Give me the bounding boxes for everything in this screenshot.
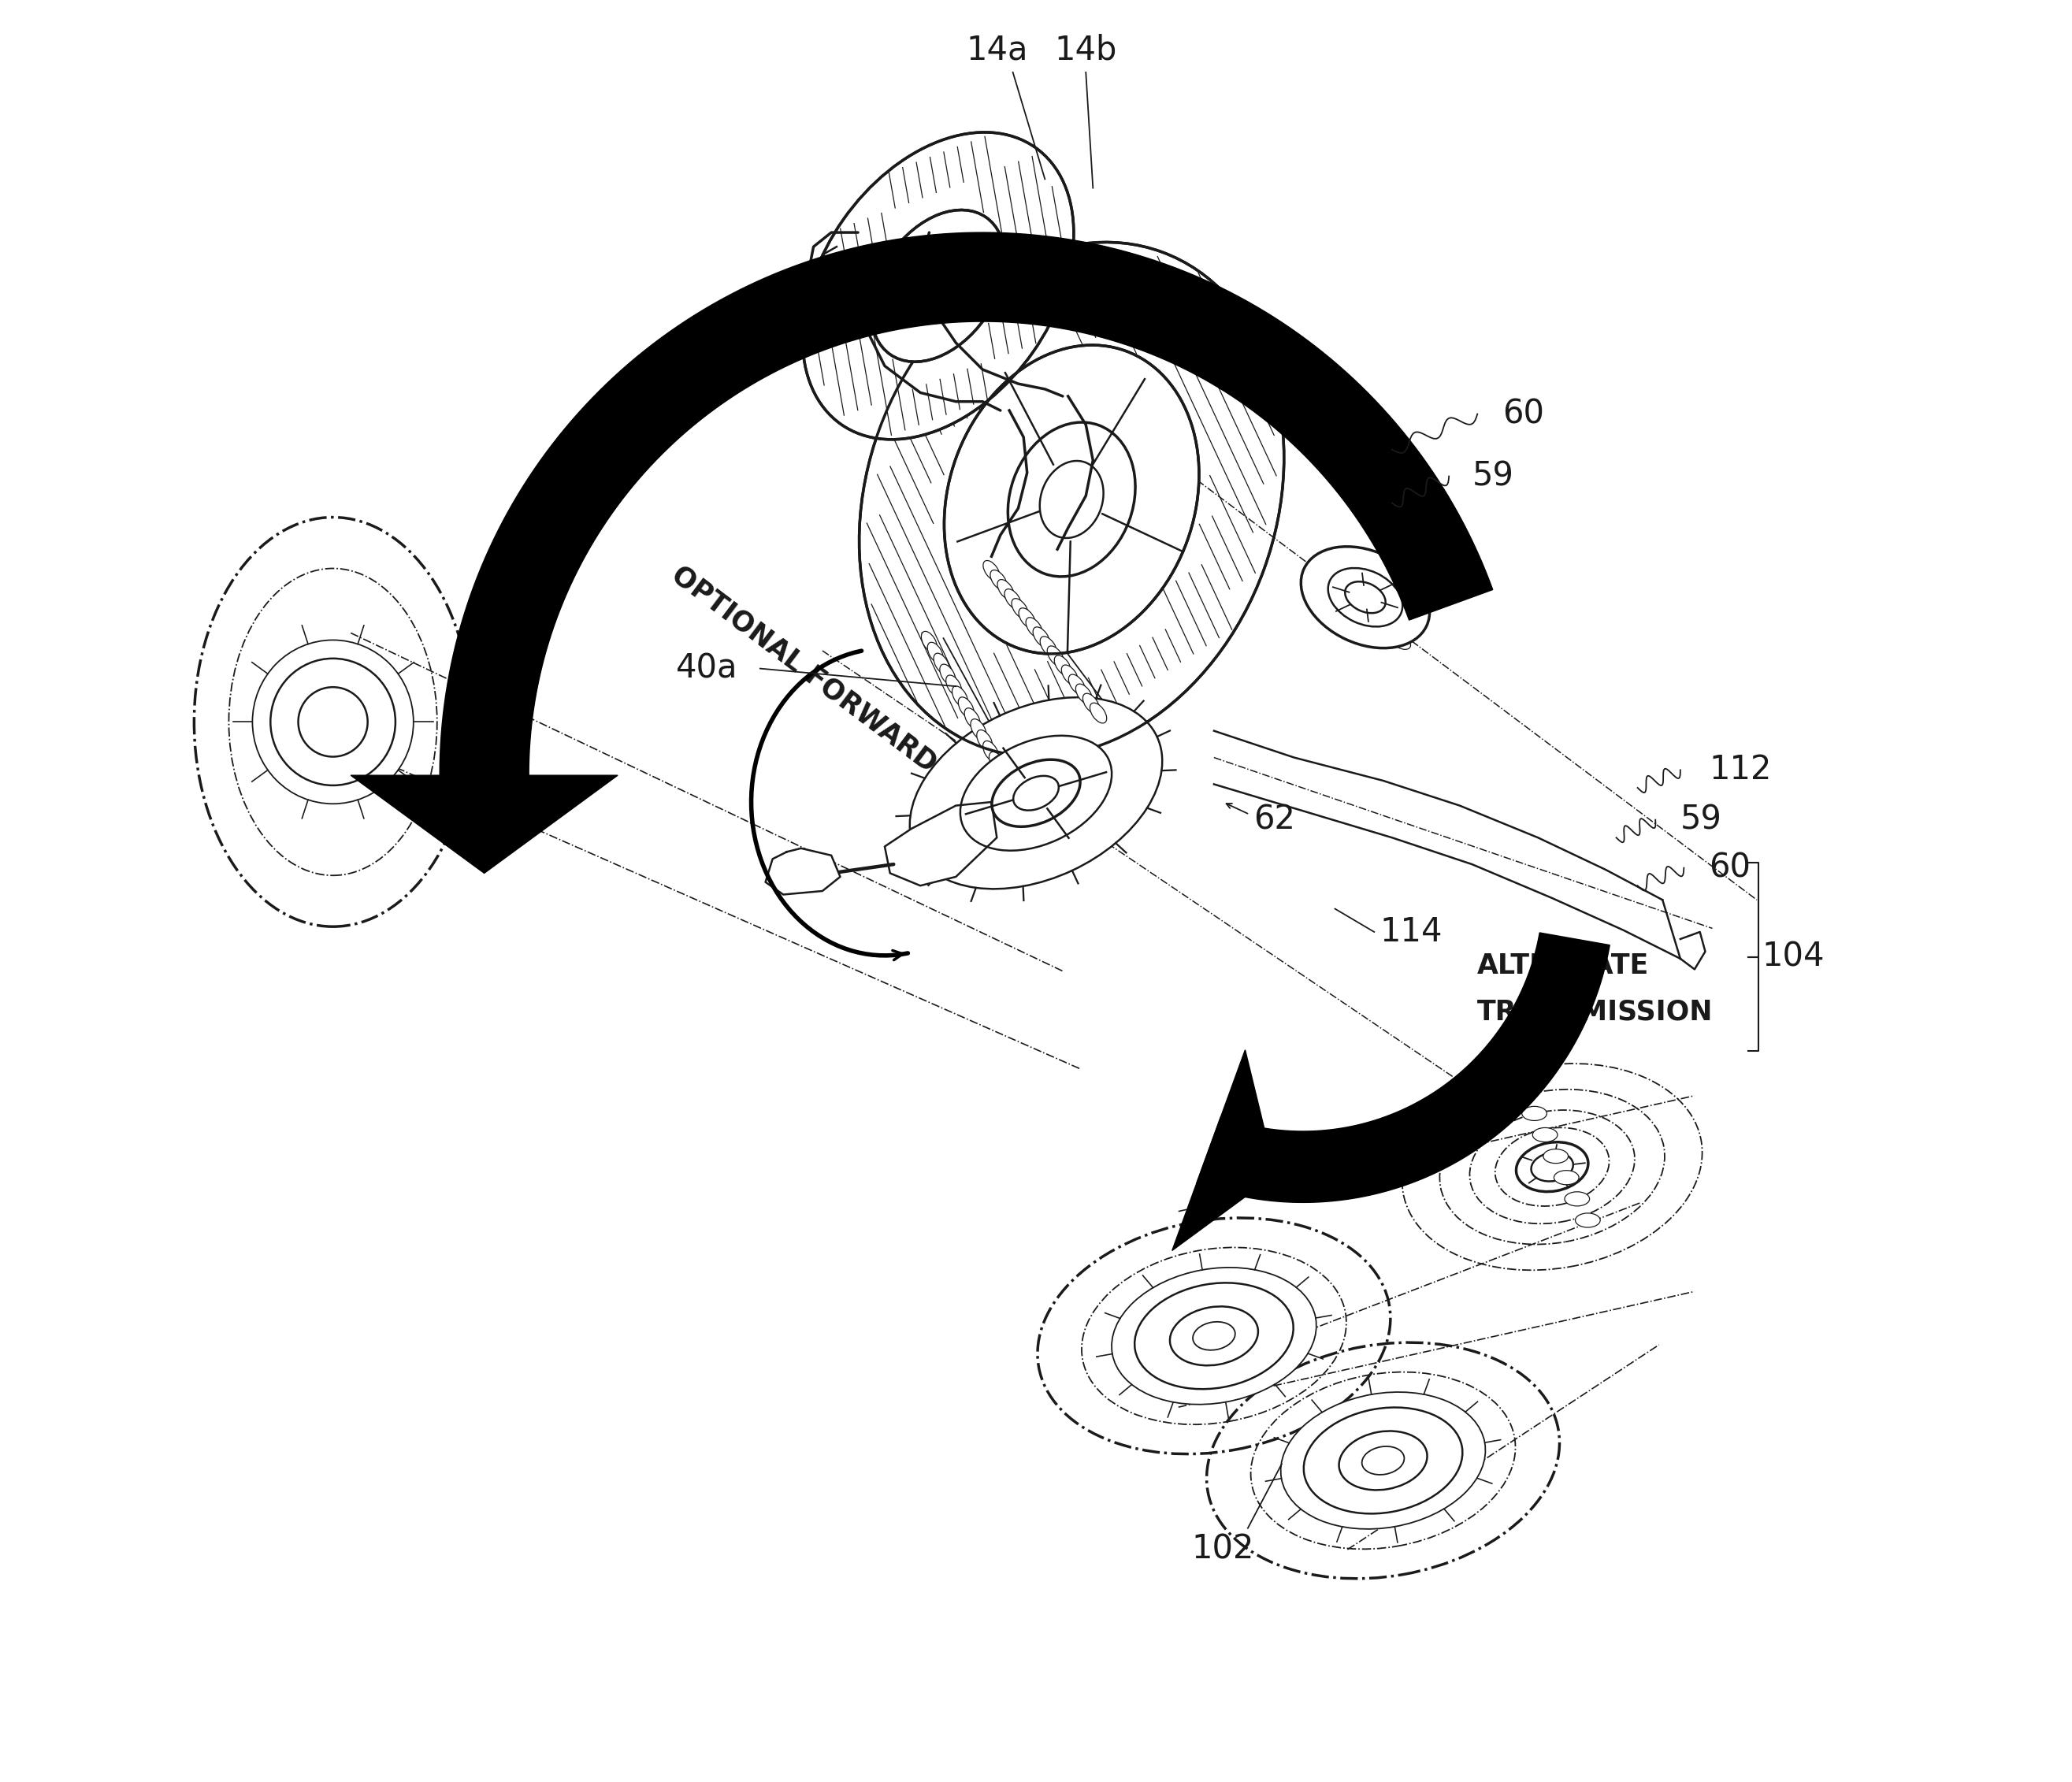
Ellipse shape: [1084, 693, 1100, 713]
Ellipse shape: [1055, 656, 1071, 675]
Ellipse shape: [1544, 1149, 1569, 1164]
Text: 114: 114: [1380, 916, 1442, 948]
Ellipse shape: [1361, 1447, 1405, 1475]
Ellipse shape: [982, 741, 999, 763]
Ellipse shape: [1040, 462, 1104, 538]
Text: 104: 104: [1761, 941, 1825, 973]
Ellipse shape: [1005, 590, 1021, 609]
Ellipse shape: [1061, 665, 1077, 684]
Ellipse shape: [1523, 1107, 1548, 1121]
Ellipse shape: [1034, 627, 1051, 647]
Ellipse shape: [945, 346, 1200, 654]
Polygon shape: [1196, 932, 1610, 1203]
Ellipse shape: [947, 675, 961, 697]
Ellipse shape: [1007, 422, 1135, 577]
Ellipse shape: [1301, 547, 1430, 649]
Ellipse shape: [1019, 608, 1036, 629]
Ellipse shape: [1171, 1306, 1258, 1365]
Ellipse shape: [1390, 634, 1411, 649]
Text: ALTERNATE: ALTERNATE: [1477, 952, 1649, 978]
Ellipse shape: [1341, 590, 1359, 604]
Text: 102: 102: [1191, 1533, 1254, 1566]
Polygon shape: [1173, 1050, 1276, 1251]
Ellipse shape: [802, 132, 1073, 440]
Ellipse shape: [870, 210, 1005, 362]
Text: 62: 62: [1254, 804, 1295, 836]
Ellipse shape: [253, 640, 414, 804]
Ellipse shape: [910, 697, 1162, 889]
Polygon shape: [885, 802, 997, 886]
Ellipse shape: [271, 659, 396, 786]
Ellipse shape: [990, 570, 1007, 590]
Text: 14b: 14b: [1055, 34, 1117, 68]
Ellipse shape: [1075, 684, 1092, 704]
Ellipse shape: [1303, 1408, 1463, 1513]
Ellipse shape: [1531, 1153, 1573, 1181]
Ellipse shape: [1001, 773, 1017, 795]
Ellipse shape: [1069, 674, 1086, 695]
Ellipse shape: [995, 763, 1011, 784]
Ellipse shape: [1040, 636, 1057, 658]
Ellipse shape: [298, 688, 367, 757]
Ellipse shape: [963, 707, 980, 729]
Ellipse shape: [1345, 581, 1386, 613]
Text: 59: 59: [1680, 804, 1722, 836]
Ellipse shape: [934, 654, 949, 674]
Ellipse shape: [1193, 1322, 1235, 1351]
Ellipse shape: [1564, 1192, 1589, 1206]
Ellipse shape: [997, 579, 1013, 601]
Text: TRANSMISSION: TRANSMISSION: [1477, 998, 1714, 1025]
Ellipse shape: [1372, 617, 1390, 631]
Ellipse shape: [1113, 1267, 1316, 1404]
Ellipse shape: [860, 242, 1285, 757]
Ellipse shape: [1517, 1142, 1587, 1192]
Ellipse shape: [1361, 608, 1380, 622]
Polygon shape: [765, 848, 841, 895]
Text: 60: 60: [1502, 397, 1544, 431]
Ellipse shape: [1090, 702, 1106, 723]
Ellipse shape: [982, 561, 1001, 581]
Text: 59: 59: [1471, 460, 1515, 494]
Ellipse shape: [1280, 1392, 1486, 1529]
Ellipse shape: [976, 731, 992, 750]
Ellipse shape: [1328, 568, 1403, 627]
Ellipse shape: [1330, 581, 1349, 595]
Ellipse shape: [1013, 775, 1059, 811]
Ellipse shape: [957, 697, 974, 718]
Ellipse shape: [988, 752, 1005, 773]
Ellipse shape: [992, 759, 1080, 827]
Ellipse shape: [959, 736, 1113, 850]
Ellipse shape: [1320, 572, 1339, 586]
Polygon shape: [350, 775, 617, 873]
Ellipse shape: [928, 642, 943, 663]
Text: 60: 60: [1709, 852, 1751, 884]
Ellipse shape: [1046, 645, 1063, 666]
Text: OPTIONAL FORWARD POSITION: OPTIONAL FORWARD POSITION: [667, 561, 1067, 873]
Text: 40a: 40a: [675, 652, 738, 684]
Ellipse shape: [941, 665, 955, 684]
Ellipse shape: [922, 631, 937, 652]
Text: 112: 112: [1709, 754, 1772, 786]
Ellipse shape: [1135, 1283, 1293, 1390]
Ellipse shape: [1026, 617, 1042, 638]
Ellipse shape: [1339, 1431, 1428, 1490]
Ellipse shape: [1554, 1171, 1579, 1185]
Ellipse shape: [1011, 599, 1028, 618]
Ellipse shape: [970, 718, 986, 740]
Polygon shape: [439, 232, 1492, 775]
Ellipse shape: [1351, 599, 1370, 613]
Ellipse shape: [1380, 625, 1401, 640]
Ellipse shape: [1575, 1214, 1600, 1228]
Ellipse shape: [953, 686, 968, 707]
Ellipse shape: [1533, 1128, 1558, 1142]
Text: 14a: 14a: [966, 34, 1028, 68]
